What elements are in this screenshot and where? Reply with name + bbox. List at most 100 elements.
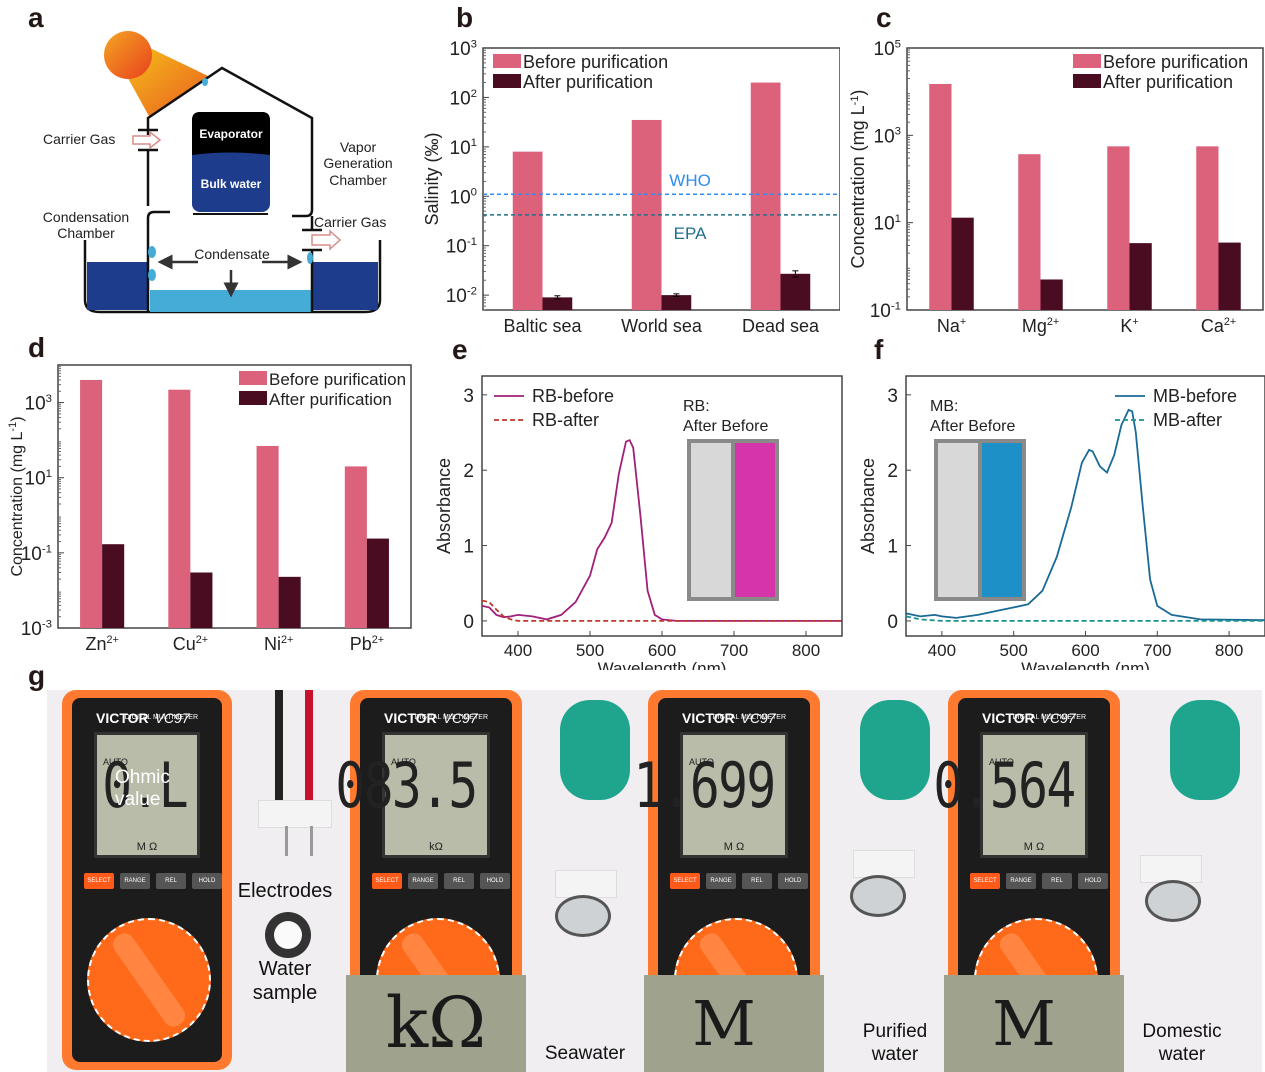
meter-button-range[interactable]: RANGE [408,873,438,889]
bar-before [256,445,279,628]
x-tick-label: 800 [1215,641,1243,660]
lcd-display: AUTO 083.5 kΩ [336,732,490,858]
inset-labels: After Before [683,418,768,435]
meter-button-rel[interactable]: REL [444,873,474,889]
meter-button-rel[interactable]: REL [156,873,186,889]
meter-button-hold[interactable]: HOLD [778,873,808,889]
plot-frame [57,364,412,629]
bar-before [750,82,781,310]
brand: VICTOR VC97 [384,710,478,726]
x-tick-label: Na+ [937,316,966,336]
bar-after [661,295,692,310]
evaporator-label: Evaporator [199,127,263,141]
panel-label-f: f [874,334,884,365]
y-axis-label: Concentration (mg L-1) [7,416,26,576]
y-tick-label: 102 [450,88,477,110]
auto-indicator: AUTO [989,757,1014,767]
legend-swatch-1 [493,74,521,88]
bar-after [1129,243,1152,310]
y-tick-label: 101 [450,137,477,159]
y-tick-label: 10-1 [870,300,901,322]
meter-button-range[interactable]: RANGE [706,873,736,889]
lcd-display: AUTO 0.L M Ω Ohmic value [94,732,200,858]
inset-title: RB: [683,398,710,415]
x-axis-label: Wavelength (nm) [598,659,727,670]
legend-swatch-1 [239,391,267,405]
panel-label-g: g [28,660,46,691]
y-tick-label: 10-1 [21,543,52,565]
cuvette-before [735,443,775,597]
carrier-gas-in-label: Carrier Gas [43,131,115,147]
lcd-display: AUTO 1.699 M Ω [634,732,788,858]
seawater-label: Seawater [544,1043,626,1064]
legend-label-0: Before purification [1103,52,1248,72]
x-tick-label: K+ [1120,316,1138,336]
legend-label-1: MB-after [1153,410,1222,430]
series-line-rb-after [481,599,842,622]
y-tick-label: 103 [450,38,477,60]
carrier-gas-in-arrow [132,130,162,150]
x-tick-label: Ni2+ [264,634,293,654]
meter-button-rel[interactable]: REL [742,873,772,889]
legend-label-0: Before purification [523,52,668,72]
bar-after [190,572,213,628]
chart-mb-absorbance: 400 500 600 700 800 0 1 2 3 Wavelength (nm) Absorb… [858,375,1265,670]
bar-after [542,297,573,310]
chart-ion-concentration: 10-1 101 103 105 Na+ Mg2+ K+ Ca2+ Concentration … [848,38,1264,336]
vapor-label-2: Generation [323,155,392,171]
panel-label-c: c [876,2,892,33]
chart-heavy-metal-concentration: 10-3 10-1 101 103 Zn2+ Cu2+ Ni2+ Pb2+ Concentrat… [7,364,412,654]
bar-after [1218,242,1241,310]
lcd-unit: M Ω [136,841,158,853]
lcd-reading: 0.564 [933,749,1077,822]
water-sample-cup [265,912,311,958]
water-sample-label-1: Water [258,958,312,980]
bar-before [512,151,543,310]
x-tick-label: 700 [720,641,748,660]
y-axis-label: Salinity (‰) [422,132,442,225]
legend-label-0: Before purification [269,370,406,389]
meter-button-select[interactable]: SELECT [372,873,402,889]
condensate-pool [150,290,312,312]
water-sample-label-2: sample [252,982,318,1004]
panel-label-d: d [28,332,46,363]
x-tick-label: 500 [1000,641,1028,660]
y-tick-label: 3 [887,386,898,407]
meter-button-hold[interactable]: HOLD [1078,873,1108,889]
bar-after [102,544,125,628]
brand: VICTOR VC97 [682,710,776,726]
unit-zoom-inset: M Ω [644,975,824,1072]
x-tick-label: 400 [928,641,956,660]
solar-still-diagram: Evaporator Bulk water Carrier Gas Vapor … [43,31,393,314]
lcd-unit: kΩ [429,841,443,853]
meter-button-range[interactable]: RANGE [1006,873,1036,889]
lcd-reading: 0.L [102,749,188,822]
sample-cup [555,895,611,937]
purified-label-1: Purified [862,1021,928,1042]
legend-swatch-0 [239,371,267,385]
meter-button-hold[interactable]: HOLD [192,873,222,889]
meter-button-select[interactable]: SELECT [670,873,700,889]
series-line-rb-before [481,438,842,622]
brand: VICTOR VC97 [982,710,1076,726]
y-tick-label: 103 [25,393,52,415]
chart-rb-absorbance: 400 500 600 700 800 0 1 2 3 Wavelength (nm) Absorb… [434,375,843,670]
inset-title: MB: [930,398,958,415]
sample-cup [850,875,906,917]
meter-button-range[interactable]: RANGE [120,873,150,889]
rotary-dial[interactable] [87,918,211,1042]
meter-button-hold[interactable]: HOLD [480,873,510,889]
meter-button-select[interactable]: SELECT [84,873,114,889]
cuvette-before [982,443,1022,597]
unit-zoom-inset: kΩ [346,975,526,1072]
red-probe [305,690,313,800]
meter-button-select[interactable]: SELECT [970,873,1000,889]
lcd-reading: 1.699 [633,749,777,822]
lcd-unit: M Ω [723,841,745,853]
meter-subtitle: DIGITAL MULTIMETER [414,714,488,721]
meter-button-rel[interactable]: REL [1042,873,1072,889]
x-tick-label: 400 [504,641,532,660]
brand: VICTOR VC97 [96,710,190,726]
x-tick-label: Baltic sea [503,316,582,336]
